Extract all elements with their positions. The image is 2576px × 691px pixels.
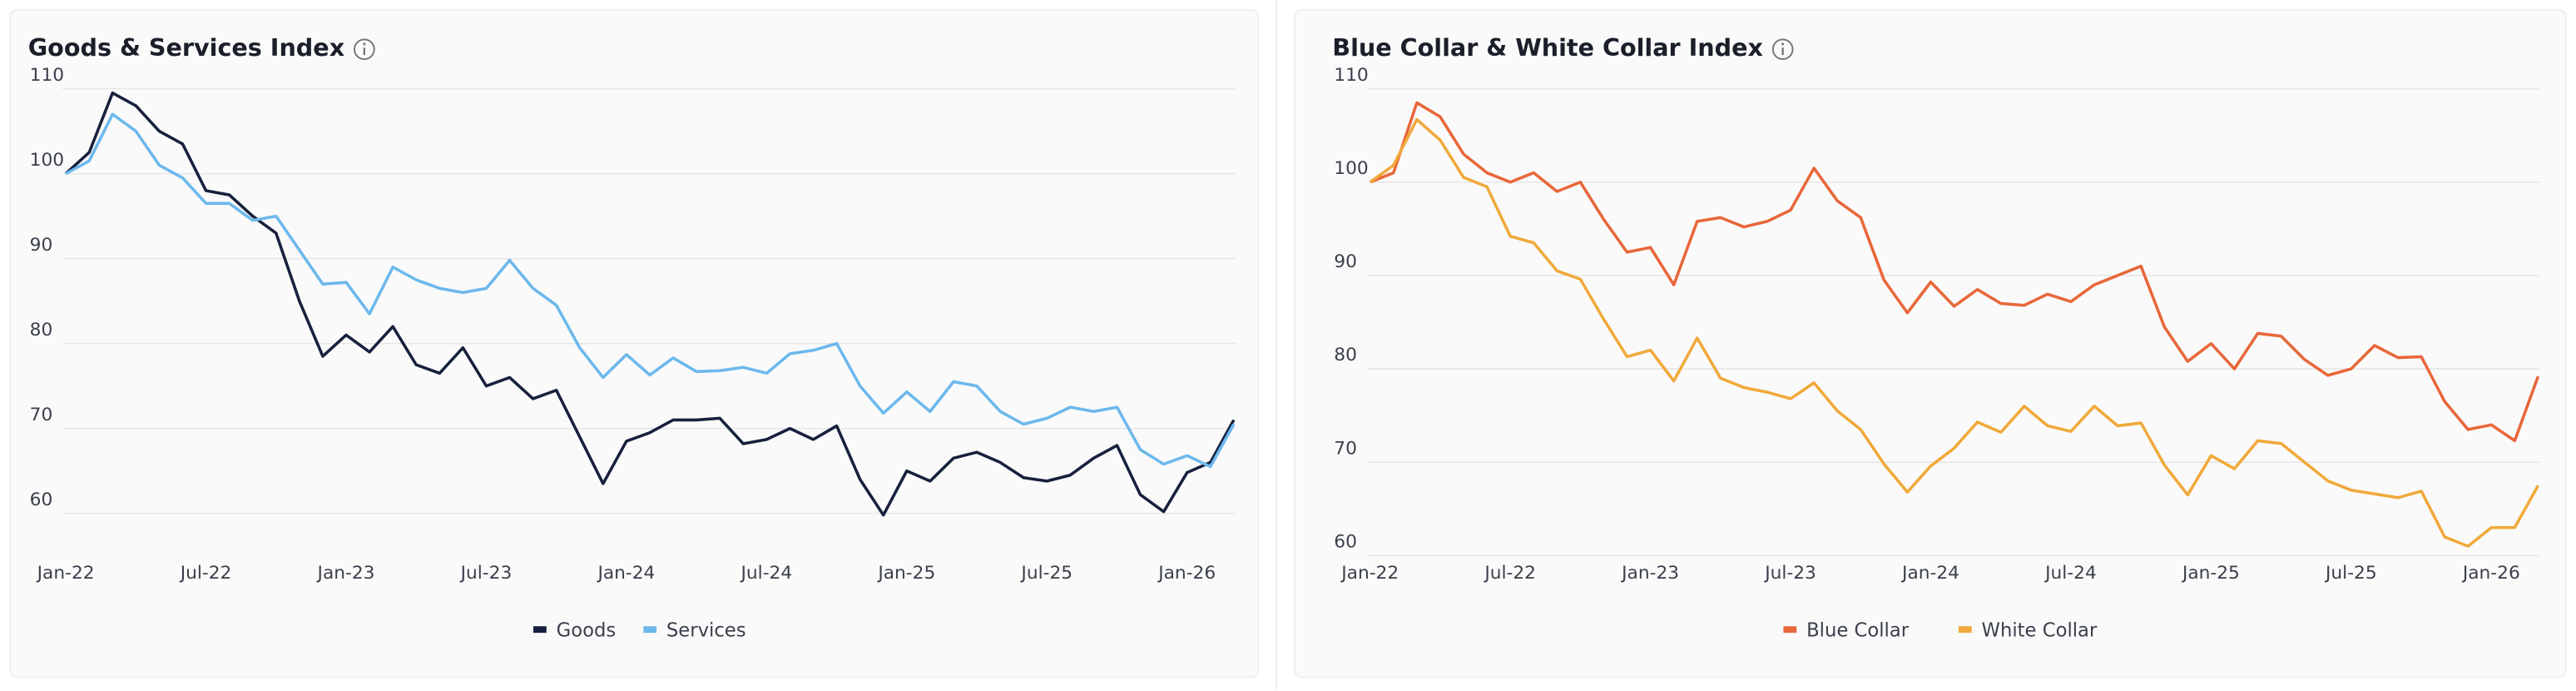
series-line <box>1369 117 2540 548</box>
legend-swatch[interactable] <box>1958 626 1972 634</box>
x-tick-label: Jan-26 <box>1157 563 1216 584</box>
chart-title: Goods & Services Index <box>28 33 345 62</box>
y-tick-label: 60 <box>30 490 53 510</box>
x-tick-label: Jul-23 <box>1763 563 1816 584</box>
card <box>1293 8 2568 679</box>
legend-swatch[interactable] <box>643 626 657 634</box>
y-tick-label: 90 <box>30 235 53 256</box>
legend-label[interactable]: White Collar <box>1982 620 2098 642</box>
y-tick-label: 60 <box>1334 532 1357 553</box>
x-tick-label: Jul-22 <box>179 563 232 584</box>
y-tick-label: 80 <box>1334 345 1357 365</box>
legend-label[interactable]: Services <box>666 620 746 642</box>
x-tick-label: Jan-25 <box>2181 563 2240 584</box>
y-tick-label: 100 <box>1334 158 1368 179</box>
series-line <box>65 112 1236 469</box>
info-icon[interactable] <box>354 38 375 61</box>
y-tick-label: 80 <box>30 320 53 341</box>
y-tick-label: 70 <box>30 405 53 425</box>
y-tick-label: 100 <box>30 150 64 171</box>
legend-swatch[interactable] <box>1783 626 1797 634</box>
y-tick-label: 70 <box>1334 438 1357 459</box>
x-tick-label: Jul-23 <box>459 563 513 584</box>
x-tick-label: Jan-23 <box>1620 563 1679 584</box>
x-tick-label: Jul-24 <box>2043 563 2097 584</box>
info-icon-dot <box>363 42 366 46</box>
x-tick-label: Jul-24 <box>740 563 793 584</box>
x-tick-label: Jan-22 <box>36 563 95 584</box>
x-tick-label: Jan-24 <box>596 563 655 584</box>
x-tick-label: Jan-23 <box>316 563 375 584</box>
info-icon-dot <box>1781 42 1785 46</box>
y-tick-label: 110 <box>30 65 64 86</box>
y-tick-label: 110 <box>1334 65 1368 86</box>
x-tick-label: Jul-25 <box>2324 563 2377 584</box>
legend-label[interactable]: Blue Collar <box>1806 620 1910 642</box>
info-icon[interactable] <box>1771 38 1794 61</box>
y-tick-label: 90 <box>1334 251 1357 272</box>
x-tick-label: Jul-25 <box>1019 563 1073 584</box>
series-line <box>64 91 1236 517</box>
series-line <box>1370 101 2540 443</box>
chart-title: Blue Collar & White Collar Index <box>1332 33 1763 62</box>
legend-label[interactable]: Goods <box>557 620 617 642</box>
legend-swatch[interactable] <box>533 626 547 634</box>
x-tick-label: Jan-26 <box>2461 563 2520 584</box>
x-tick-label: Jan-25 <box>876 563 935 584</box>
x-tick-label: Jan-24 <box>1900 563 1959 584</box>
x-tick-label: Jul-22 <box>1483 563 1536 584</box>
x-tick-label: Jan-22 <box>1340 563 1399 584</box>
